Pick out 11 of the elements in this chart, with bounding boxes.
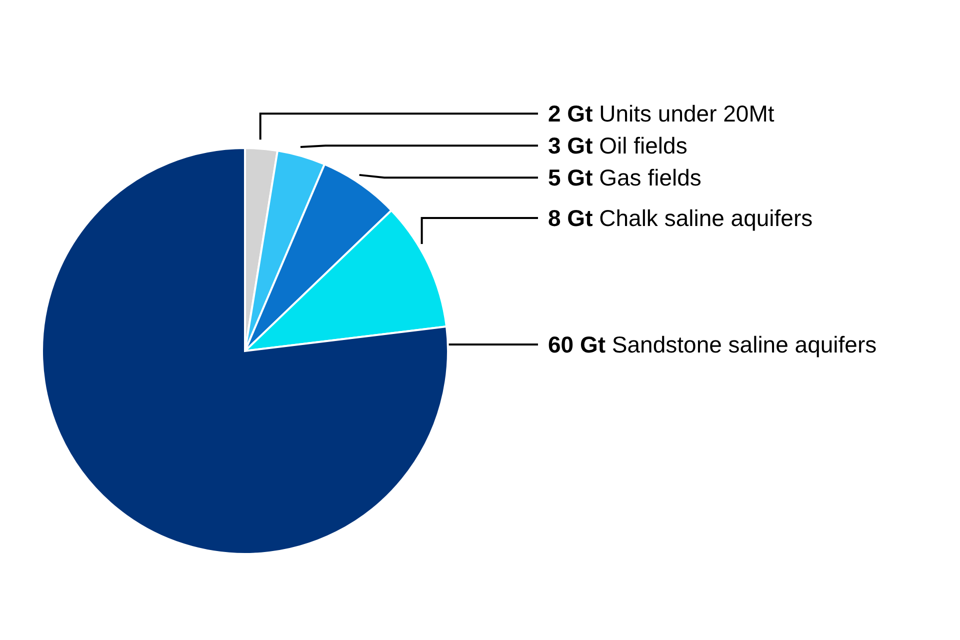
slice-label: Chalk saline aquifers	[599, 205, 813, 232]
slice-label: Oil fields	[599, 132, 688, 159]
slice-label: Sandstone saline aquifers	[612, 332, 877, 358]
data-label: 3 Gt	[548, 132, 600, 159]
data-label: 2 Gt	[548, 100, 600, 127]
data-label: 8 Gt	[548, 205, 600, 232]
data-label: 60 Gt	[548, 332, 612, 358]
data-label: 5 Gt	[548, 164, 600, 191]
slice-label: Gas fields	[599, 164, 702, 191]
pie-slice	[41, 147, 449, 555]
slice-label: Units under 20Mt	[599, 100, 775, 127]
